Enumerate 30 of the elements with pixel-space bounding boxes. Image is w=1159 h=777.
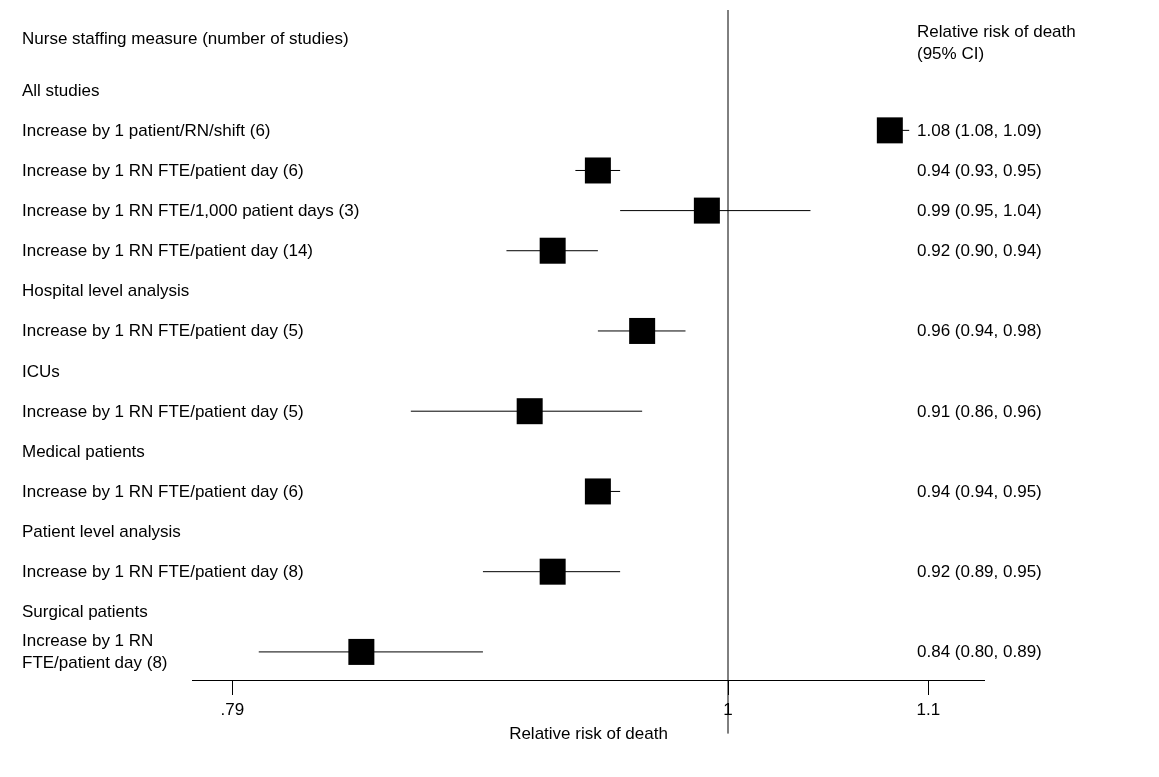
annotation: 0.92 (0.90, 0.94) — [917, 241, 1042, 260]
annotation: 0.99 (0.95, 1.04) — [917, 201, 1042, 220]
x-tick-label: 1 — [723, 700, 733, 720]
y-tick-label: Surgical patients — [22, 602, 148, 621]
annotation: 1.08 (1.08, 1.09) — [917, 121, 1042, 140]
y-tick-label: Increase by 1 RN FTE/patient day (14) — [22, 241, 314, 260]
annotation: 0.94 (0.93, 0.95) — [917, 161, 1042, 180]
y-tick-label: Increase by 1 RN FTE/patient day (5) — [22, 402, 304, 421]
x-tick-label: .79 — [220, 700, 245, 720]
y-tick-label: Increase by 1 RN FTE/patient day (8) — [22, 631, 168, 673]
annotation: 0.91 (0.86, 0.96) — [917, 402, 1042, 421]
annotation: 0.94 (0.94, 0.95) — [917, 482, 1042, 501]
y-tick-label: Medical patients — [22, 442, 145, 461]
y-tick-label: Increase by 1 RN FTE/patient day (5) — [22, 321, 304, 340]
annotation: 0.96 (0.94, 0.98) — [917, 321, 1042, 340]
y-tick-label: Patient level analysis — [22, 522, 181, 541]
annotation: 0.84 (0.80, 0.89) — [917, 642, 1042, 661]
y-tick-label: Increase by 1 RN FTE/patient day (6) — [22, 482, 304, 501]
y-tick-label: ICUs — [22, 362, 60, 381]
annotation: 0.92 (0.89, 0.95) — [917, 562, 1042, 581]
y-tick-label: All studies — [22, 81, 100, 100]
y-tick-label: Increase by 1 RN FTE/1,000 patient days (3) — [22, 201, 360, 220]
y-tick-label: Hospital level analysis — [22, 281, 190, 300]
x-tick-label: 1.1 — [916, 700, 941, 720]
y-tick-label: Increase by 1 RN FTE/patient day (6) — [22, 161, 304, 180]
y-tick-label: Increase by 1 RN FTE/patient day (8) — [22, 562, 304, 581]
text: Relative risk of death (95% CI) — [917, 22, 1076, 64]
x-axis-title: Relative risk of death — [509, 723, 668, 743]
y-tick-label: Increase by 1 patient/RN/shift (6) — [22, 121, 271, 140]
y-axis-title: Nurse staffing measure (number of studies) — [22, 29, 349, 48]
